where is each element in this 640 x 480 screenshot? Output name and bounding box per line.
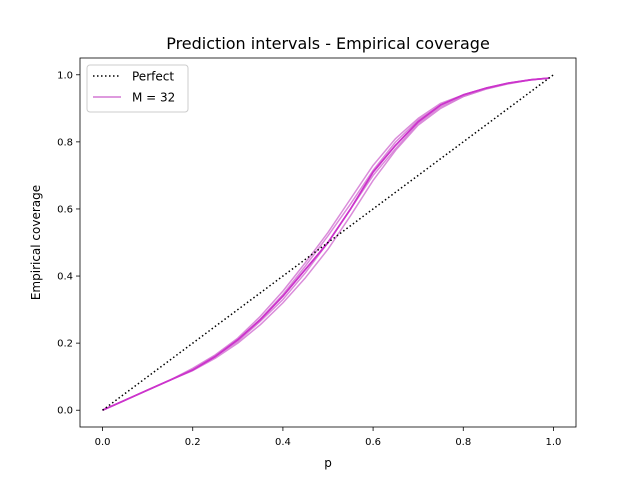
legend: Perfect M = 32 [86, 64, 189, 113]
y-tick-label: 1.0 [57, 70, 73, 81]
chart-title: Prediction intervals - Empirical coverag… [166, 34, 490, 53]
perfect-calibration-line [102, 74, 554, 411]
x-axis-ticks: 0.0 0.2 0.4 0.6 0.8 1.0 [95, 427, 562, 448]
plot-lines [102, 74, 554, 412]
y-tick-label: 0.2 [57, 339, 73, 350]
x-tick-label: 0.4 [275, 437, 291, 448]
legend-m32-label: M = 32 [132, 91, 175, 105]
y-tick-label: 0.6 [57, 204, 73, 215]
x-tick-label: 1.0 [546, 437, 562, 448]
y-axis-label: Empirical coverage [29, 185, 43, 300]
x-tick-label: 0.0 [95, 437, 111, 448]
y-tick-label: 0.8 [57, 137, 73, 148]
y-tick-label: 0.4 [57, 272, 73, 283]
x-tick-label: 0.8 [455, 437, 471, 448]
axes-frame [79, 57, 577, 428]
x-axis-label: p [324, 456, 332, 470]
legend-perfect-label: Perfect [132, 70, 174, 84]
y-tick-label: 0.0 [57, 406, 73, 417]
x-tick-label: 0.2 [185, 437, 201, 448]
x-tick-label: 0.6 [365, 437, 381, 448]
y-axis-ticks: 0.0 0.2 0.4 0.6 0.8 1.0 [57, 70, 80, 417]
legend-box [86, 64, 189, 113]
